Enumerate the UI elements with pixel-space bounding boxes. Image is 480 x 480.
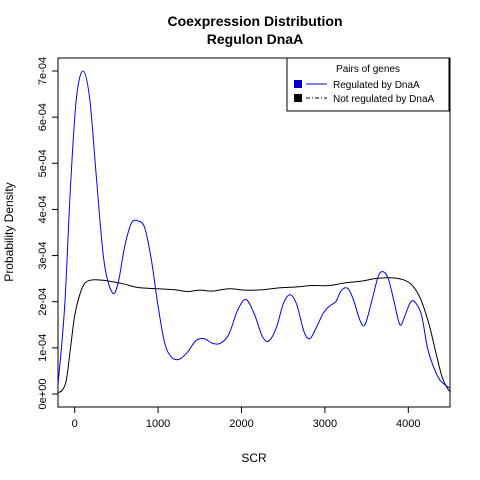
y-tick-label: 4e-04	[37, 195, 49, 223]
legend: Pairs of genes Regulated by DnaA Not reg…	[286, 57, 450, 112]
chart-subtitle: Regulon DnaA	[207, 31, 303, 47]
y-tick-label: 1e-04	[37, 334, 49, 362]
y-axis-label: Probability Density	[2, 182, 16, 281]
x-tick-label: 1000	[146, 418, 170, 430]
series-line-regulated	[58, 70, 450, 389]
plot-frame	[57, 57, 451, 408]
y-tick-label: 3e-04	[37, 242, 49, 270]
y-tick-label: 7e-04	[37, 57, 49, 85]
plot-area: 0 1000 2000 3000 4000 0e+00 1e-04 2e-04 3e-04 4e-…	[37, 57, 451, 430]
x-tick-label: 0	[72, 418, 78, 430]
legend-entry-not-regulated: Not regulated by DnaA	[333, 94, 435, 105]
y-tick-label: 5e-04	[37, 149, 49, 177]
y-tick-label: 0e+00	[37, 379, 49, 410]
y-tick-label: 2e-04	[37, 288, 49, 316]
x-axis-label: SCR	[241, 451, 267, 465]
legend-title: Pairs of genes	[336, 64, 400, 75]
legend-entry-regulated: Regulated by DnaA	[333, 80, 420, 91]
series-line-not-regulated	[58, 277, 450, 394]
x-tick-label: 4000	[396, 418, 420, 430]
x-tick-label: 3000	[313, 418, 337, 430]
legend-swatch-regulated	[294, 80, 302, 88]
legend-swatch-not-regulated	[294, 94, 302, 102]
chart-title: Coexpression Distribution	[167, 13, 342, 29]
y-tick-label: 6e-04	[37, 103, 49, 131]
x-tick-label: 2000	[229, 418, 253, 430]
